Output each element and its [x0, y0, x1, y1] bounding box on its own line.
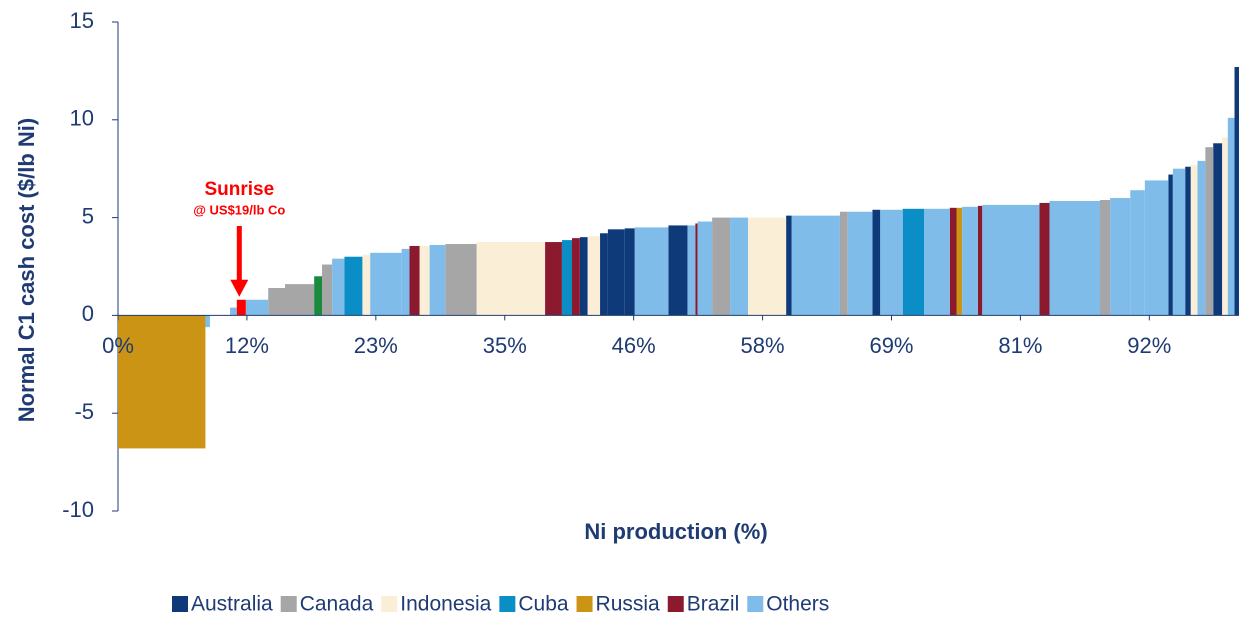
bar	[695, 223, 698, 316]
legend-label: Cuba	[518, 593, 569, 616]
x-axis-title: Ni production (%)	[584, 519, 767, 544]
bar	[1234, 66, 1239, 316]
bar	[587, 236, 601, 316]
bar	[748, 217, 787, 316]
x-tick-label: 46%	[612, 333, 656, 358]
bar	[409, 245, 420, 316]
bar	[401, 248, 410, 316]
bar	[697, 221, 713, 316]
x-tick-label: 58%	[741, 333, 785, 358]
y-tick-label: 15	[70, 8, 94, 33]
legend-swatch	[576, 596, 593, 612]
bar	[1049, 200, 1100, 316]
bar	[668, 225, 688, 316]
bar	[624, 228, 635, 316]
bar	[1213, 143, 1223, 316]
x-tick-label: 69%	[869, 333, 913, 358]
bar	[880, 209, 903, 316]
bar	[245, 299, 269, 316]
bar	[1227, 117, 1235, 316]
bar	[362, 254, 371, 316]
bar	[872, 209, 881, 316]
legend-label: Russia	[596, 593, 661, 616]
bar	[982, 204, 1040, 316]
x-tick-label: 92%	[1127, 333, 1171, 358]
bar	[634, 227, 669, 316]
bar	[1222, 137, 1228, 316]
legend-swatch	[747, 596, 764, 612]
bar	[1130, 190, 1145, 316]
bar	[902, 208, 924, 316]
legend-swatch	[667, 596, 684, 612]
x-tick-label: 35%	[483, 333, 527, 358]
bar	[332, 258, 345, 316]
x-tick-label: 12%	[225, 333, 269, 358]
bar	[1168, 174, 1173, 316]
bar	[712, 217, 731, 316]
bar	[1144, 180, 1169, 316]
bar	[285, 284, 315, 316]
bar	[956, 207, 963, 316]
x-tick-label: 0%	[102, 333, 134, 358]
y-tick-label: 10	[70, 106, 94, 131]
legend-swatch	[172, 596, 188, 612]
legend-swatch	[499, 596, 516, 612]
bar	[1190, 164, 1198, 316]
bar	[561, 240, 573, 316]
bar	[230, 307, 237, 316]
legend-label: Brazil	[687, 593, 740, 616]
bar	[607, 229, 625, 316]
bar	[977, 205, 983, 316]
bar	[1099, 199, 1111, 316]
bar	[572, 238, 580, 316]
y-axis-title: Normal C1 cash cost ($/lb Ni)	[14, 118, 39, 422]
y-tick-label: 5	[82, 203, 94, 228]
bar	[923, 208, 950, 316]
bar	[429, 244, 446, 316]
bar	[344, 256, 363, 316]
bar	[949, 207, 957, 316]
annotation-arrowhead	[230, 279, 249, 297]
legend-swatch	[280, 596, 297, 612]
legend-label: Australia	[191, 593, 273, 616]
bar	[600, 233, 608, 316]
bar	[839, 211, 848, 316]
bar	[314, 276, 323, 316]
bar	[445, 244, 477, 316]
bar	[579, 237, 588, 316]
bar	[847, 211, 873, 316]
legend-label: Others	[766, 593, 829, 616]
legend-swatch	[381, 596, 398, 612]
bar	[730, 217, 749, 316]
bar	[1205, 147, 1214, 316]
bar	[1110, 198, 1131, 316]
bar	[545, 242, 562, 316]
bar	[205, 315, 210, 328]
bar	[962, 206, 978, 316]
bar	[370, 252, 402, 316]
y-tick-label: -10	[62, 497, 94, 522]
bar	[786, 215, 792, 316]
legend-label: Canada	[300, 593, 374, 616]
highlight-bar	[236, 299, 246, 316]
bar	[1172, 168, 1186, 316]
bar	[268, 288, 286, 316]
annotation-note: @ US$19/lb Co	[193, 202, 285, 217]
bar	[118, 315, 206, 449]
legend-label: Indonesia	[400, 593, 491, 616]
annotation-title: Sunrise	[204, 179, 274, 200]
y-tick-label: -5	[74, 399, 94, 424]
bar	[687, 225, 696, 316]
bar	[791, 215, 840, 316]
bar	[1197, 160, 1206, 316]
y-tick-label: 0	[82, 301, 94, 326]
bar	[322, 264, 333, 316]
bar	[419, 245, 430, 316]
bar	[1185, 166, 1191, 316]
x-tick-label: 23%	[354, 333, 398, 358]
bar	[1039, 202, 1050, 316]
x-tick-label: 81%	[998, 333, 1042, 358]
bar	[476, 242, 546, 316]
